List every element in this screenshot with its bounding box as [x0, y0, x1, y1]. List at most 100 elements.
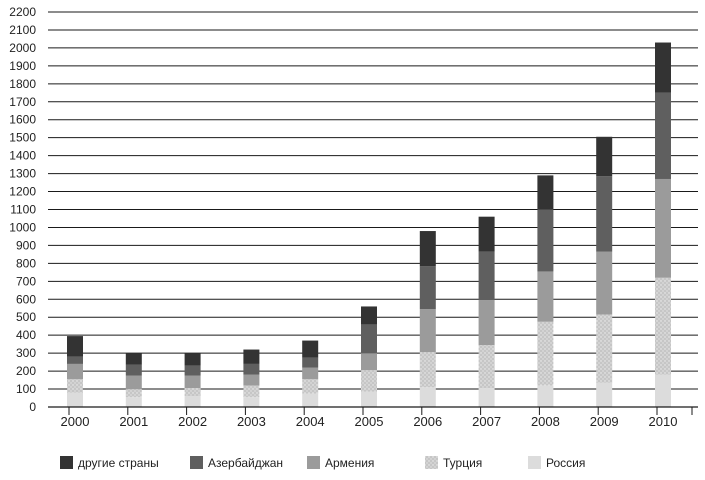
- bar-segment: [243, 374, 260, 386]
- x-tick-label: 2001: [119, 414, 148, 429]
- x-tick-label: 2002: [178, 414, 207, 429]
- legend-label: Армения: [325, 456, 374, 470]
- bar-segment: [478, 300, 495, 346]
- y-axis-ticks: 0 100 200 300 400 500 600 700 800 900 1000 1100 1200…: [9, 5, 36, 414]
- bar-segment: [478, 345, 495, 389]
- bar-segment: [125, 364, 142, 376]
- x-tick-label: 2009: [590, 414, 619, 429]
- bar-segment: [302, 357, 319, 368]
- y-tick-label: 1500: [9, 131, 36, 145]
- bar-segment: [655, 42, 671, 93]
- bar-segment: [419, 387, 436, 407]
- bar-segment: [537, 209, 554, 272]
- bar-segment: [243, 385, 260, 398]
- y-tick-label: 1700: [9, 95, 36, 109]
- y-tick-label: 800: [16, 256, 36, 270]
- y-tick-label: 1600: [9, 113, 36, 127]
- bar-segment: [655, 277, 671, 375]
- y-tick-label: 1100: [10, 203, 36, 217]
- legend-label: другие страны: [78, 456, 159, 470]
- legend-swatch: [190, 456, 203, 469]
- bar-segment: [596, 251, 613, 315]
- bar-segment: [361, 324, 377, 354]
- x-tick-label: 2004: [296, 414, 325, 429]
- y-tick-label: 1800: [9, 77, 36, 91]
- bar-segment: [361, 370, 377, 392]
- x-tick-label: 2010: [649, 414, 678, 429]
- y-tick-label: 200: [16, 364, 36, 378]
- bars: [67, 42, 671, 407]
- bar-segment: [302, 379, 319, 394]
- bar-segment: [243, 363, 260, 375]
- bar-segment: [125, 397, 142, 407]
- bar-segment: [537, 175, 554, 210]
- bar-segment: [419, 231, 436, 267]
- bar-segment: [184, 396, 201, 407]
- bar-segment: [125, 375, 142, 390]
- bar-segment: [184, 365, 201, 376]
- bar-segment: [596, 314, 613, 383]
- bar-segment: [419, 352, 436, 388]
- bar-segment: [243, 349, 260, 364]
- legend-label: Россия: [546, 456, 585, 470]
- bar-segment: [67, 379, 83, 393]
- y-tick-label: 1400: [9, 149, 36, 163]
- y-tick-label: 500: [16, 310, 36, 324]
- y-tick-label: 100: [16, 382, 36, 396]
- bar-segment: [478, 216, 495, 252]
- y-tick-label: 900: [16, 238, 36, 252]
- bar-segment: [596, 176, 613, 252]
- bar-segment: [419, 266, 436, 310]
- bar-segment: [67, 356, 83, 364]
- bar-segment: [537, 271, 554, 322]
- y-tick-label: 2100: [9, 23, 36, 37]
- y-tick-label: 2000: [9, 41, 36, 55]
- legend-label: Турция: [443, 456, 482, 470]
- bar-segment: [184, 375, 201, 389]
- bar-segment: [537, 321, 554, 386]
- y-tick-label: 600: [16, 292, 36, 306]
- y-tick-label: 300: [16, 346, 36, 360]
- x-tick-label: 2006: [413, 414, 442, 429]
- legend-swatch: [60, 456, 73, 469]
- bar-segment: [596, 382, 613, 407]
- bar-segment: [184, 388, 201, 397]
- bar-segment: [302, 367, 319, 380]
- y-tick-label: 0: [29, 400, 36, 414]
- y-tick-label: 1300: [9, 167, 36, 181]
- bar-segment: [655, 178, 671, 278]
- legend-swatch: [307, 456, 320, 469]
- bar-segment: [302, 340, 319, 358]
- gridlines: [48, 11, 698, 390]
- legend: другие страны Азербайджан Армения Турция Рос…: [60, 456, 585, 470]
- bar-segment: [596, 136, 613, 177]
- bar-segment: [67, 336, 83, 357]
- bar-segment: [302, 393, 319, 407]
- legend-swatch: [425, 456, 438, 469]
- x-tick-label: 2005: [355, 414, 384, 429]
- bar-segment: [125, 353, 142, 365]
- x-tick-label: 2007: [472, 414, 501, 429]
- x-tick-label: 2000: [61, 414, 90, 429]
- y-tick-label: 1900: [9, 59, 36, 73]
- bar-segment: [537, 385, 554, 407]
- x-tick-label: 2008: [531, 414, 560, 429]
- y-tick-label: 2200: [9, 5, 36, 19]
- bar-segment: [361, 353, 377, 371]
- bar-segment: [243, 397, 260, 407]
- y-tick-label: 1000: [9, 220, 36, 234]
- bar-segment: [655, 92, 671, 179]
- x-tick-label: 2003: [237, 414, 266, 429]
- legend-swatch: [528, 456, 541, 469]
- bar-segment: [125, 389, 142, 398]
- bar-segment: [419, 309, 436, 353]
- bar-segment: [184, 353, 201, 366]
- bar-segment: [478, 251, 495, 301]
- legend-label: Азербайджан: [208, 456, 283, 470]
- x-axis-ticks: 2000 2001 2002 2003 2004 2005 2006 2007 2008 2009…: [61, 414, 678, 429]
- bar-segment: [67, 363, 83, 380]
- y-tick-label: 1200: [9, 185, 36, 199]
- bar-segment: [361, 306, 377, 325]
- y-tick-label: 400: [16, 328, 36, 342]
